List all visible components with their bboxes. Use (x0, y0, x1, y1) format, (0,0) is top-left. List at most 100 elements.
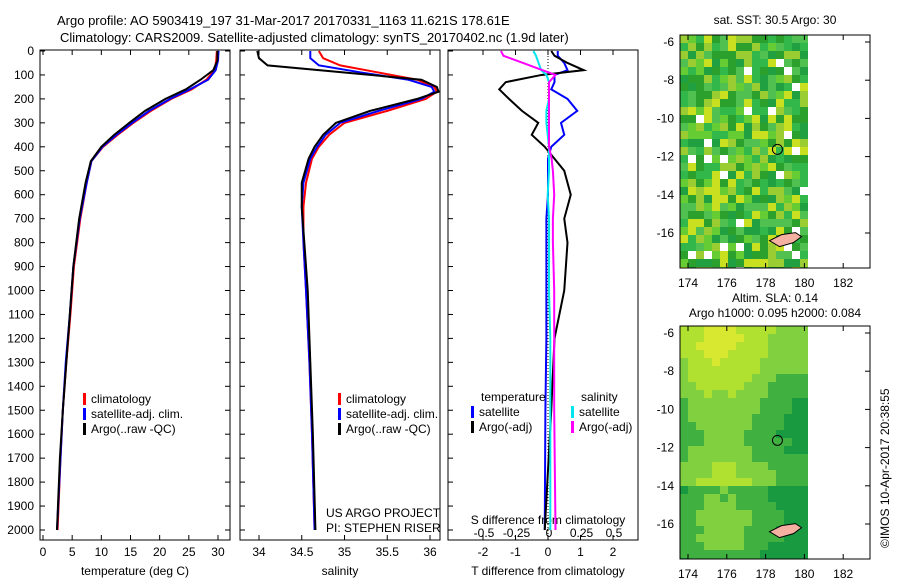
sst-map-cell (696, 99, 704, 107)
sla-map-cell (736, 454, 744, 462)
sla-map-cell (688, 366, 696, 374)
sla-map-cell (784, 518, 792, 526)
sst-map-cell (712, 251, 720, 259)
sst-map-cell (784, 59, 792, 67)
depth-tick-label: 1900 (7, 499, 34, 513)
sla-map-cell (752, 510, 760, 518)
sst-map-cell (784, 171, 792, 179)
sst-map-cell (760, 195, 768, 203)
sla-map-cell (800, 470, 808, 478)
sst-map-cell (760, 163, 768, 171)
sla-map-cell (728, 334, 736, 342)
sla-map-cell (760, 542, 768, 550)
sla-map-cell (744, 534, 752, 542)
sst-map-cell (760, 99, 768, 107)
sla-map-cell (760, 334, 768, 342)
sst-map-cell (784, 211, 792, 219)
sst-map-cell (752, 147, 760, 155)
legend-t-title: temperature (481, 390, 546, 404)
sst-map-cell (680, 179, 688, 187)
sst-map-cell (688, 243, 696, 251)
sst-map-cell (792, 75, 800, 83)
sst-map-cell (744, 211, 752, 219)
sst-map-cell (688, 91, 696, 99)
sla-map-cell (776, 366, 784, 374)
sst-map-cell (712, 75, 720, 83)
sst-map-cell (744, 35, 752, 43)
t-diff-axis-label: T difference from climatology (471, 564, 625, 578)
depth-tick-label: 800 (14, 236, 34, 250)
sla-map-cell (760, 550, 768, 558)
sla-map-cell (688, 454, 696, 462)
sla-map-cell (744, 326, 752, 334)
sst-map-cell (720, 179, 728, 187)
sla-map-cell (712, 518, 720, 526)
sla-map-cell (680, 526, 688, 534)
sla-map-cell (792, 334, 800, 342)
sst-map-cell (792, 139, 800, 147)
sla-map-cell (800, 462, 808, 470)
sla-map-cell (696, 382, 704, 390)
sla-map-cell (800, 486, 808, 494)
sst-map-ytick-label: -12 (657, 150, 675, 164)
sla-map-cell (696, 414, 704, 422)
temperature-xtick-label: 30 (211, 545, 225, 559)
sla-map-cell (752, 462, 760, 470)
sst-map-cell (728, 179, 736, 187)
depth-tick-label: 1600 (7, 427, 34, 441)
sst-map-cell (784, 123, 792, 131)
sla-map-cell (792, 358, 800, 366)
sla-map-cell (712, 406, 720, 414)
sla-map-cell (696, 462, 704, 470)
salinity-xtick-label: 34.5 (290, 545, 314, 559)
sla-map-cell (792, 422, 800, 430)
sst-map-cell (704, 43, 712, 51)
sst-map-cell (752, 235, 760, 243)
sla-map-cell (680, 334, 688, 342)
sla-map-cell (784, 470, 792, 478)
sla-map-cell (712, 446, 720, 454)
sla-map-cell (800, 510, 808, 518)
sst-map-cell (760, 67, 768, 75)
sst-map-cell (728, 195, 736, 203)
sst-map-cell (736, 243, 744, 251)
sla-map-cell (736, 438, 744, 446)
sst-map-cell (776, 203, 784, 211)
sst-map-cell (680, 171, 688, 179)
sla-map-argo-marker (771, 434, 783, 446)
sla-map-cell (720, 462, 728, 470)
sst-map-cell (744, 187, 752, 195)
sst-map-cell (680, 99, 688, 107)
sst-map-cell (728, 235, 736, 243)
sst-map-cell (728, 139, 736, 147)
sla-map-cell (680, 542, 688, 550)
sla-map-cell (752, 526, 760, 534)
sla-map-cell (736, 446, 744, 454)
sst-map-cell (768, 43, 776, 51)
sst-map-cell (768, 123, 776, 131)
sst-map-cell (696, 43, 704, 51)
sst-map-xtick-label: 182 (833, 276, 853, 290)
sst-map-xtick-label: 178 (756, 276, 776, 290)
sst-map-cell (752, 195, 760, 203)
sla-map-cell (800, 382, 808, 390)
sst-map-cell (688, 179, 696, 187)
salinity-xtick-label: 34 (252, 545, 266, 559)
sst-map-cell (768, 203, 776, 211)
sla-map-cell (728, 374, 736, 382)
sst-map-cell (720, 99, 728, 107)
sst-map-cell (680, 195, 688, 203)
sla-map-cell (704, 422, 712, 430)
sla-map-cell (736, 422, 744, 430)
sla-map-cell (768, 374, 776, 382)
sla-map-cell (712, 462, 720, 470)
sla-map-cell (688, 406, 696, 414)
sst-map-cell (768, 35, 776, 43)
sla-map-cell (744, 470, 752, 478)
sst-map-cell (800, 147, 808, 155)
sla-map-cell (712, 478, 720, 486)
sst-map-cell (704, 35, 712, 43)
sst-map-cell (776, 43, 784, 51)
sla-map-cell (744, 478, 752, 486)
sst-map-cell (728, 123, 736, 131)
